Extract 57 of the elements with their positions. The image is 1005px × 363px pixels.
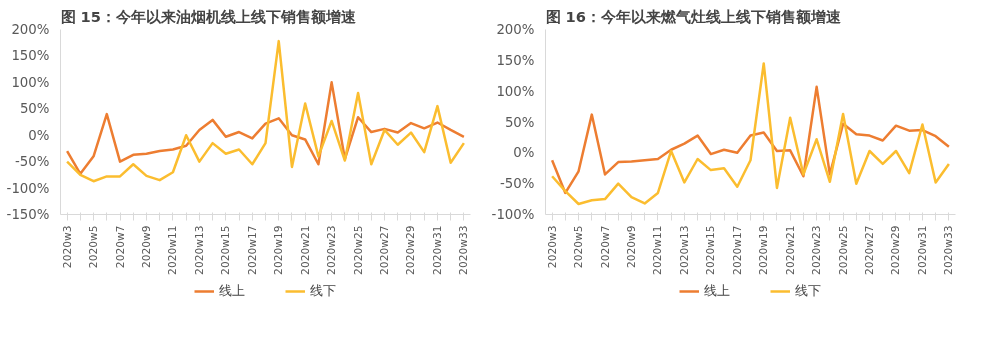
- x-tick-label: 2020w3: [60, 225, 74, 269]
- y-tick-label: 150%: [11, 48, 50, 64]
- x-tick-label: 2020w15: [219, 225, 233, 275]
- x-tick-label: 2020w33: [942, 225, 956, 275]
- x-tick-label: 2020w13: [192, 225, 206, 275]
- x-tick-label: 2020w21: [298, 225, 312, 275]
- x-tick-label: 2020w17: [730, 225, 744, 275]
- y-tick-label: 100%: [11, 74, 50, 90]
- x-tick-label: 2020w19: [272, 225, 286, 275]
- y-tick-label: -50%: [500, 176, 535, 192]
- y-tick-label: 200%: [11, 22, 50, 37]
- x-tick-label: 2020w13: [677, 225, 691, 275]
- x-tick-label: 2020w29: [889, 225, 903, 275]
- y-tick-label: -50%: [15, 154, 50, 170]
- x-tick-label: 2020w15: [704, 225, 718, 275]
- x-tick-label: 2020w21: [783, 225, 797, 275]
- x-tick-label: 2020w27: [378, 225, 392, 275]
- x-tick-label: 2020w5: [572, 225, 586, 269]
- x-tick-label: 2020w31: [915, 225, 929, 275]
- x-tick-label: 2020w3: [545, 225, 559, 269]
- x-tick-label: 2020w31: [430, 225, 444, 275]
- legend-label: 线上: [704, 282, 730, 300]
- x-tick-label: 2020w9: [139, 225, 153, 269]
- x-tick-label: 2020w33: [457, 225, 471, 275]
- legend-label: 线下: [310, 282, 336, 300]
- line-series: [65, 39, 466, 183]
- x-tick-label: 2020w23: [810, 225, 824, 275]
- line-series: [550, 85, 951, 195]
- chart-title: 图 16：今年以来燃气灶线上线下销售额增速: [545, 7, 842, 25]
- legend-label: 线下: [795, 282, 821, 300]
- legend-label: 线上: [219, 282, 245, 300]
- x-tick-label: 2020w7: [113, 225, 127, 269]
- y-tick-label: 200%: [496, 22, 535, 37]
- y-tick-label: 100%: [496, 83, 535, 99]
- y-tick-label: -100%: [491, 207, 535, 222]
- line-series: [550, 62, 951, 206]
- x-tick-label: 2020w25: [836, 225, 850, 275]
- y-tick-label: -150%: [6, 207, 50, 222]
- x-tick-label: 2020w29: [404, 225, 418, 275]
- x-tick-label: 2020w19: [757, 225, 771, 275]
- y-tick-label: 0%: [28, 127, 50, 143]
- x-tick-label: 2020w11: [166, 225, 180, 275]
- x-tick-label: 2020w5: [87, 225, 101, 269]
- x-tick-label: 2020w7: [598, 225, 612, 269]
- y-tick-label: 150%: [496, 52, 535, 68]
- x-tick-label: 2020w9: [624, 225, 638, 269]
- y-tick-label: 0%: [513, 145, 535, 161]
- x-tick-label: 2020w17: [245, 225, 259, 275]
- y-tick-label: 50%: [19, 101, 50, 117]
- x-tick-label: 2020w27: [863, 225, 877, 275]
- y-tick-label: 50%: [504, 114, 535, 130]
- x-tick-label: 2020w11: [651, 225, 665, 275]
- y-tick-label: -100%: [6, 180, 50, 196]
- x-tick-label: 2020w25: [351, 225, 365, 275]
- x-tick-label: 2020w23: [325, 225, 339, 275]
- chart-title: 图 15：今年以来油烟机线上线下销售额增速: [60, 7, 357, 25]
- line-series: [65, 81, 466, 176]
